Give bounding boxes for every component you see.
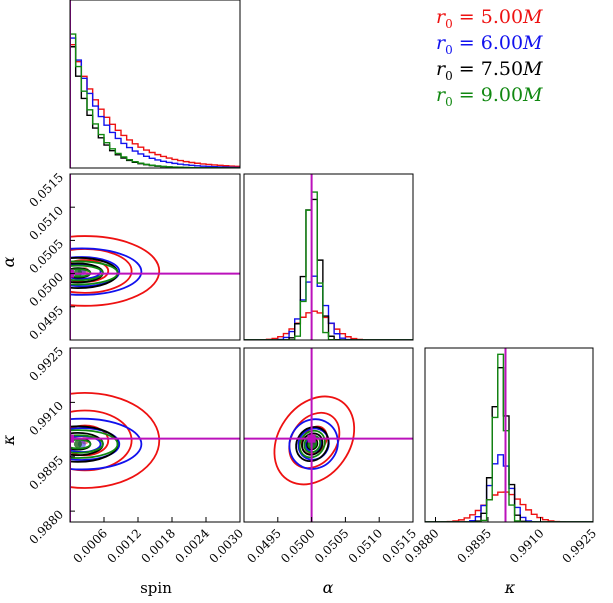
legend-unit: M <box>523 6 543 28</box>
x-axis-label-alpha: α <box>323 578 334 597</box>
x-tick-label: 0.0030 <box>207 526 247 566</box>
x-tick-label: 0.0505 <box>312 526 352 566</box>
legend-entry-r0-5: r0 = 5.00M <box>436 6 543 31</box>
x-axis-label-kappa: κ <box>504 578 516 597</box>
y-tick-label: 0.0505 <box>27 237 67 277</box>
legend-r-symbol: r <box>436 32 446 54</box>
histogram-r0-9-00m <box>244 191 413 340</box>
legend-r-symbol: r <box>436 6 446 28</box>
panel-frame <box>69 173 241 341</box>
legend-subscript: 0 <box>445 94 453 109</box>
legend-entry-r0-9: r0 = 9.00M <box>436 84 543 109</box>
legend-unit: M <box>523 32 543 54</box>
legend-entry-r0-6: r0 = 6.00M <box>436 32 543 57</box>
x-axis-label-spin: spin <box>140 579 172 597</box>
y-tick-label: 0.9880 <box>27 507 67 547</box>
contour-r0-5-00m <box>273 395 356 486</box>
histogram-panel-spin <box>70 0 240 168</box>
legend-unit: M <box>523 84 543 106</box>
contour-panel-spin-α <box>70 174 240 340</box>
legend-subscript: 0 <box>445 68 453 83</box>
axis-labels: spin α κ α κ <box>0 256 516 597</box>
legend-value: = 9.00 <box>452 84 524 106</box>
histogram-r0-7-50m <box>244 198 413 340</box>
legend-value: = 6.00 <box>452 32 524 54</box>
histogram-r0-7-50m <box>70 46 240 168</box>
contour-r0-9-00m <box>298 429 326 459</box>
histogram-r0-6-00m <box>70 37 240 168</box>
panel-bg <box>70 348 240 522</box>
legend-subscript: 0 <box>445 42 453 57</box>
legend-value: = 5.00 <box>452 6 524 28</box>
density-peak <box>73 440 82 449</box>
y-tick-label: 0.0515 <box>27 170 67 210</box>
x-tick-label: 0.0018 <box>139 526 179 566</box>
histogram-r0-9-00m <box>70 33 240 168</box>
x-tick-label: 0.0024 <box>173 526 213 566</box>
histogram-r0-5-00m <box>70 43 240 168</box>
y-tick-label: 0.0500 <box>27 270 67 310</box>
histogram-panel-κ <box>425 348 593 522</box>
y-axis-label-kappa: κ <box>0 434 18 446</box>
x-tick-label: 0.0006 <box>71 526 111 566</box>
legend-unit: M <box>523 58 543 80</box>
histogram-panel-α <box>244 174 413 340</box>
contour-r0-7-50m <box>295 426 330 462</box>
contour-r0-6-00m <box>70 247 143 296</box>
histogram-r0-9-00m <box>425 353 593 522</box>
panel-frame <box>69 347 241 523</box>
x-tick-label: 0.0012 <box>105 526 145 566</box>
contour-r0-6-00m <box>288 418 339 470</box>
contour-r0-9-00m <box>70 434 104 454</box>
panel-bg <box>70 174 240 340</box>
contour-r0-9-00m <box>70 429 119 459</box>
x-tick-label: 0.0500 <box>278 526 318 566</box>
legend-value: = 7.50 <box>452 58 524 80</box>
contour-r0-5-00m <box>70 409 133 472</box>
legend-entry-r0-7-5: r0 = 7.50M <box>436 58 543 83</box>
x-tick-label: 0.9910 <box>507 526 547 566</box>
x-tick-label: 0.9925 <box>560 526 600 566</box>
contour-r0-5-00m <box>70 391 161 489</box>
x-tick-label: 0.0510 <box>346 526 386 566</box>
truth-marker <box>70 434 74 443</box>
contour-r0-9-00m <box>303 434 322 454</box>
truth-marker <box>307 434 316 443</box>
y-tick-label: 0.0510 <box>27 203 67 243</box>
contour-panel-spin-κ <box>70 348 240 522</box>
legend-r-symbol: r <box>436 84 446 106</box>
y-tick-label: 0.9925 <box>27 344 67 384</box>
x-tick-label: 0.0495 <box>244 526 284 566</box>
panel-frame <box>69 0 241 169</box>
panel-frame <box>243 347 414 523</box>
contour-panel-α-κ <box>244 348 413 522</box>
contour-r0-5-00m <box>70 235 161 307</box>
legend-subscript: 0 <box>445 16 453 31</box>
y-tick-label: 0.9910 <box>27 399 67 439</box>
y-tick-label: 0.0495 <box>27 303 67 343</box>
panel-frame <box>424 347 594 523</box>
contour-r0-6-00m <box>70 417 143 471</box>
y-axis-label-alpha: α <box>0 256 18 267</box>
contour-r0-6-00m <box>70 427 121 461</box>
legend-r-symbol: r <box>436 58 446 80</box>
panel-bg <box>244 348 413 522</box>
y-tick-label: 0.9895 <box>27 453 67 493</box>
contour-r0-9-00m <box>70 438 92 450</box>
panel-frame <box>243 173 414 341</box>
x-tick-label: 0.9895 <box>455 526 495 566</box>
